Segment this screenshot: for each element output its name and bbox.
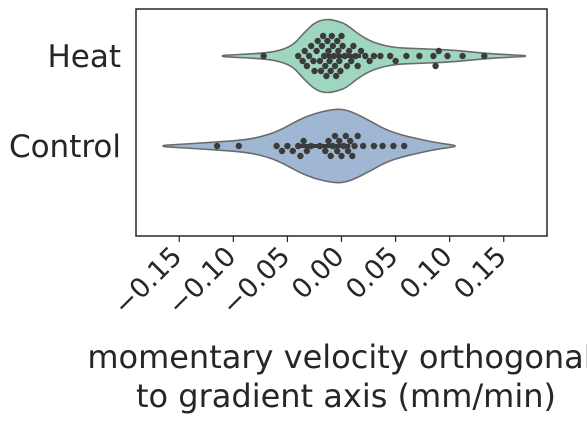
data-point-control xyxy=(308,142,315,150)
data-point-heat xyxy=(336,57,343,65)
data-point-control xyxy=(354,132,361,140)
data-point-heat xyxy=(459,52,466,60)
data-point-control xyxy=(289,147,296,155)
data-point-heat xyxy=(416,52,423,60)
data-point-control xyxy=(273,142,280,150)
data-point-heat xyxy=(387,52,394,60)
data-point-heat xyxy=(311,67,318,75)
data-point-control xyxy=(338,152,345,160)
data-point-heat xyxy=(432,62,439,70)
data-point-heat xyxy=(332,72,340,80)
x-tick-label: 0.00 xyxy=(286,241,350,305)
x-axis-title-line-2: to gradient axis (mm/min) xyxy=(136,377,556,415)
data-point-heat xyxy=(323,72,330,80)
data-point-heat xyxy=(303,62,311,70)
data-point-control xyxy=(297,152,304,160)
data-point-heat xyxy=(348,57,355,65)
data-point-control xyxy=(347,137,354,145)
data-point-heat xyxy=(318,42,326,50)
data-point-control xyxy=(329,142,336,150)
data-point-heat xyxy=(403,52,410,60)
data-point-heat xyxy=(350,42,357,50)
x-axis-title-line-1: momentary velocity orthogonal xyxy=(87,338,587,376)
x-axis: −0.15−0.10−0.050.000.050.100.15 xyxy=(108,236,513,321)
data-point-heat xyxy=(444,52,451,60)
data-point-heat xyxy=(305,52,313,60)
data-point-heat xyxy=(326,57,333,65)
y-axis: Heat Control xyxy=(9,39,121,165)
data-point-heat xyxy=(343,62,351,70)
data-point-control xyxy=(284,142,291,150)
data-point-heat xyxy=(435,47,442,55)
data-point-control xyxy=(359,142,367,150)
x-tick-label: 0.15 xyxy=(448,241,512,305)
category-label-heat: Heat xyxy=(47,39,121,75)
x-tick-label: 0.05 xyxy=(340,241,404,305)
data-point-heat xyxy=(319,32,327,40)
data-point-heat xyxy=(335,47,342,55)
data-point-heat xyxy=(314,37,321,45)
data-point-control xyxy=(327,152,334,160)
data-point-heat xyxy=(329,42,336,50)
data-point-control xyxy=(331,132,339,140)
data-point-heat xyxy=(341,52,348,60)
data-point-control xyxy=(334,147,341,155)
data-point-heat xyxy=(430,52,437,60)
data-point-heat xyxy=(316,57,324,65)
data-point-control xyxy=(349,152,356,160)
data-point-control xyxy=(342,132,349,140)
data-point-heat xyxy=(328,32,335,40)
data-point-control xyxy=(336,137,343,145)
category-label-control: Control xyxy=(9,129,121,165)
data-point-heat xyxy=(481,52,488,60)
data-point-heat xyxy=(338,32,345,40)
data-point-heat xyxy=(362,52,369,60)
data-point-heat xyxy=(334,37,341,45)
data-point-heat xyxy=(260,52,267,60)
x-tick-label: 0.10 xyxy=(394,241,458,305)
data-point-control xyxy=(300,137,307,145)
data-point-control xyxy=(316,142,324,150)
data-point-control xyxy=(213,142,221,150)
data-point-heat xyxy=(339,42,346,50)
data-point-heat xyxy=(377,52,384,60)
data-point-control xyxy=(379,142,386,150)
data-point-heat xyxy=(327,67,334,75)
data-point-heat xyxy=(392,57,399,65)
data-point-control xyxy=(322,147,329,155)
data-point-control xyxy=(340,142,347,150)
data-point-heat xyxy=(321,52,328,60)
data-point-heat xyxy=(310,57,317,65)
data-point-control xyxy=(344,147,352,155)
data-point-heat xyxy=(317,67,325,75)
data-point-heat xyxy=(308,42,315,50)
data-point-heat xyxy=(352,52,359,60)
plot-area xyxy=(162,18,527,184)
data-point-heat xyxy=(301,47,308,55)
data-point-control xyxy=(351,142,358,150)
data-point-control xyxy=(303,147,311,155)
data-point-control xyxy=(295,142,302,150)
data-point-heat xyxy=(295,52,302,60)
data-point-heat xyxy=(345,47,353,55)
data-point-control xyxy=(235,142,242,150)
data-point-heat xyxy=(313,47,320,55)
data-point-heat xyxy=(331,62,339,70)
data-point-heat xyxy=(337,67,344,75)
data-point-control xyxy=(390,142,397,150)
data-point-heat xyxy=(354,62,361,70)
data-point-heat xyxy=(366,57,373,65)
data-point-heat xyxy=(370,52,378,60)
data-point-control xyxy=(401,142,408,150)
data-point-heat xyxy=(357,47,365,55)
data-point-heat xyxy=(324,37,331,45)
data-point-control xyxy=(325,137,332,145)
data-point-heat xyxy=(299,57,306,65)
data-point-heat xyxy=(330,52,338,60)
data-point-heat xyxy=(325,47,332,55)
data-point-control xyxy=(370,142,378,150)
data-point-control xyxy=(278,147,286,155)
data-point-heat xyxy=(322,62,329,70)
